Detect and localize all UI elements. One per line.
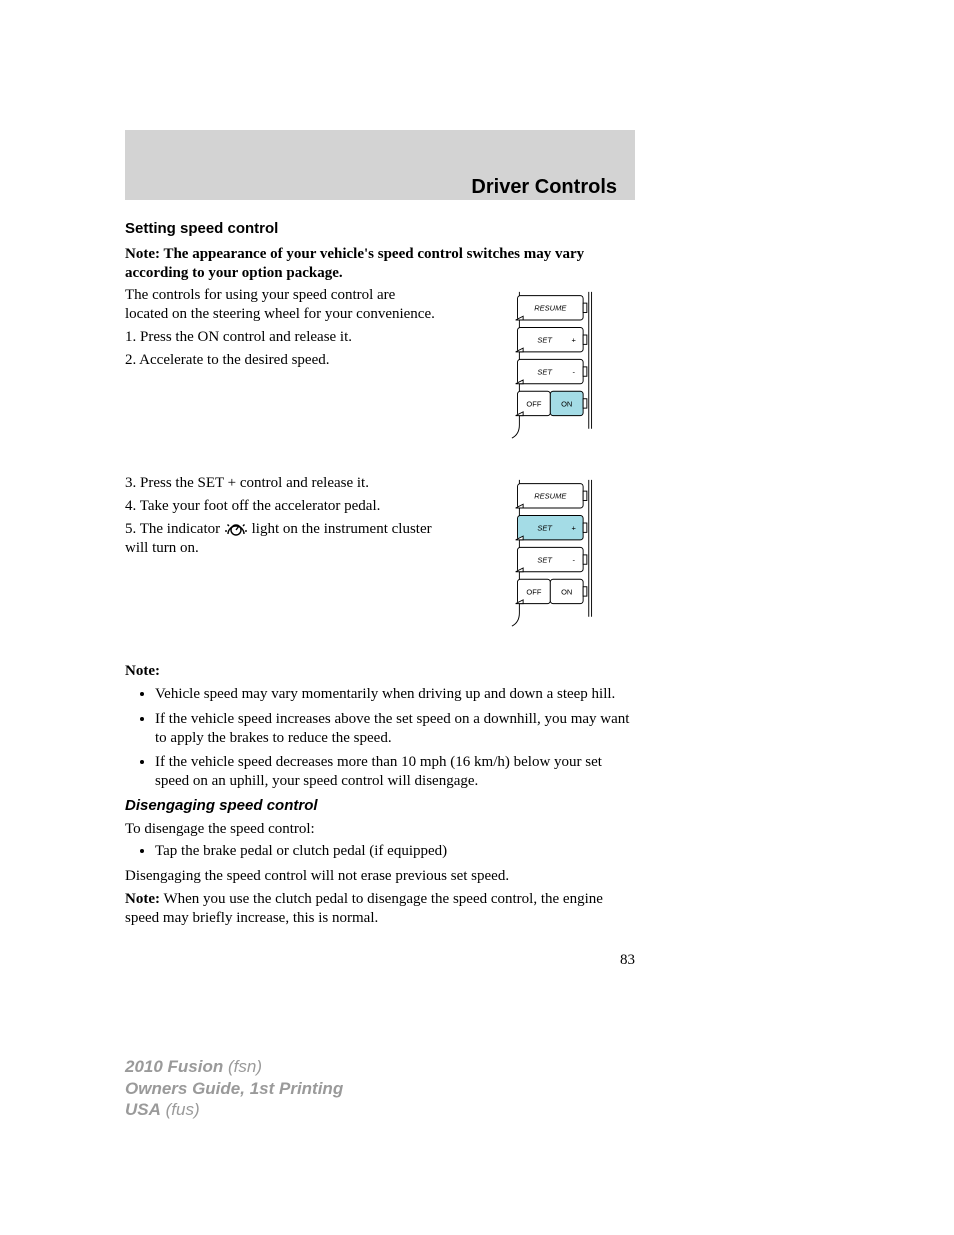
speed-control-diagram-set: RESUMESET+SET-OFFON <box>510 474 600 632</box>
disengage-bullet: Tap the brake pedal or clutch pedal (if … <box>155 842 635 861</box>
svg-text:SET: SET <box>537 556 553 565</box>
speed-control-diagram-on: RESUMESET+SET-OFFON <box>510 286 600 444</box>
footer-region: USA <box>125 1100 161 1119</box>
step-5a: 5. The indicator <box>125 521 224 537</box>
step-1: 1. Press the ON control and release it. <box>125 328 435 347</box>
note-bullets: Vehicle speed may vary momentarily when … <box>155 685 635 791</box>
disengage-note-text: When you use the clutch pedal to disenga… <box>125 891 603 926</box>
row-steps-1-2: The controls for using your speed contro… <box>125 286 635 444</box>
step-5: 5. The indicator light on the instrument… <box>125 520 435 558</box>
appearance-note: Note: The appearance of your vehicle's s… <box>125 245 635 283</box>
disengage-bullets: Tap the brake pedal or clutch pedal (if … <box>155 842 635 861</box>
page-number: 83 <box>125 951 635 970</box>
footer-guide: Owners Guide, 1st Printing <box>125 1078 343 1099</box>
cruise-indicator-icon <box>224 520 248 538</box>
disengage-note: Note: When you use the clutch pedal to d… <box>125 890 635 928</box>
step-3: 3. Press the SET + control and release i… <box>125 474 435 493</box>
svg-text:SET: SET <box>537 368 553 377</box>
svg-text:RESUME: RESUME <box>534 492 567 501</box>
content: Setting speed control Note: The appearan… <box>125 220 635 970</box>
disengage-note-label: Note: <box>125 891 160 907</box>
svg-text:+: + <box>572 336 577 345</box>
svg-text:ON: ON <box>561 400 572 409</box>
svg-text:OFF: OFF <box>526 400 541 409</box>
svg-text:SET: SET <box>537 524 553 533</box>
footer: 2010 Fusion (fsn) Owners Guide, 1st Prin… <box>125 1056 343 1120</box>
footer-model: 2010 Fusion <box>125 1057 223 1076</box>
bullet-1: Vehicle speed may vary momentarily when … <box>155 685 635 704</box>
bullet-3: If the vehicle speed decreases more than… <box>155 753 635 791</box>
intro-text: The controls for using your speed contro… <box>125 286 435 324</box>
footer-code1: (fsn) <box>223 1057 262 1076</box>
note-label: Note: <box>125 662 635 681</box>
footer-code2: (fus) <box>161 1100 200 1119</box>
svg-text:SET: SET <box>537 336 553 345</box>
step-4: 4. Take your foot off the accelerator pe… <box>125 497 435 516</box>
svg-text:OFF: OFF <box>526 588 541 597</box>
svg-text:RESUME: RESUME <box>534 304 567 313</box>
disengage-intro: To disengage the speed control: <box>125 820 635 839</box>
heading-setting: Setting speed control <box>125 220 635 239</box>
svg-text:+: + <box>572 524 577 533</box>
heading-disengaging: Disengaging speed control <box>125 797 635 816</box>
svg-text:ON: ON <box>561 588 572 597</box>
chapter-title: Driver Controls <box>125 176 635 199</box>
row-steps-3-5: 3. Press the SET + control and release i… <box>125 474 635 632</box>
disengage-after: Disengaging the speed control will not e… <box>125 867 635 886</box>
step-2: 2. Accelerate to the desired speed. <box>125 351 435 370</box>
bullet-2: If the vehicle speed increases above the… <box>155 710 635 748</box>
